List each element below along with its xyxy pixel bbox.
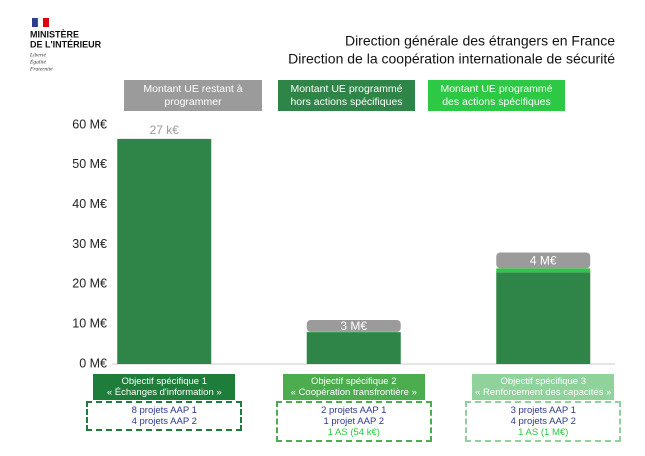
- category-subtitle: « Échanges d'information »: [106, 387, 222, 398]
- ministry: MINISTÈRE: [30, 29, 79, 39]
- ministry: DE L'INTÉRIEUR: [30, 39, 102, 49]
- chart-title: Direction générale des étrangers en Fran…: [345, 33, 615, 49]
- motto: Égalité: [29, 57, 46, 65]
- value-label: 3 M€: [340, 319, 367, 333]
- category-label: Objectif spécifique 3: [500, 376, 587, 387]
- flag-blue: [32, 18, 38, 27]
- as-note: 1 AS (54 k€): [327, 427, 380, 438]
- y-tick-label: 40 M€: [72, 197, 107, 211]
- category-subtitle: « Renforcement des capacités »: [475, 387, 612, 398]
- project-count: 4 projets AAP 2: [131, 416, 197, 427]
- category-box: Objectif spécifique 2 « Coopération trans…: [282, 374, 425, 400]
- category-box: Objectif spécifique 1 « Échanges d'inform…: [93, 374, 236, 400]
- legend-entry: Montant UE programmé hors actions spécif…: [278, 80, 415, 111]
- motto: Liberté: [29, 52, 46, 58]
- bar-segment: [496, 268, 591, 273]
- value-label: 27 k€: [150, 123, 180, 137]
- category-subtitle: « Coopération transfrontière »: [290, 387, 417, 398]
- chart-subtitle: Direction de la coopération internationa…: [288, 51, 615, 67]
- y-tick-label: 60 M€: [72, 117, 107, 131]
- y-tick-label: 50 M€: [72, 157, 107, 171]
- category-label: Objectif spécifique 2: [310, 376, 397, 387]
- bar-segment: [496, 252, 591, 269]
- legend-entry: Montant UE restant à programmer: [124, 80, 262, 111]
- flag-red: [43, 18, 49, 27]
- motto: Fraternité: [29, 66, 53, 72]
- as-note: 1 AS (1 M€): [518, 427, 569, 438]
- y-tick-label: 0 M€: [79, 356, 107, 370]
- category-label: Objectif spécifique 1: [121, 376, 208, 387]
- category-box: Objectif spécifique 3 « Renforcement des …: [472, 374, 615, 400]
- project-count: 8 projets AAP 1: [131, 405, 197, 416]
- flag-white: [37, 17, 44, 28]
- project-count: 1 projet AAP 2: [323, 416, 385, 427]
- y-tick-label: 20 M€: [72, 277, 107, 291]
- bar-segment: [496, 272, 591, 364]
- y-tick-label: 30 M€: [72, 237, 107, 251]
- bar-segment: [117, 138, 212, 364]
- project-count: 4 projets AAP 2: [510, 416, 576, 427]
- bar-segment: [306, 332, 401, 364]
- legend-entry: Montant UE programmé des actions spécifi…: [428, 80, 565, 111]
- project-count: 3 projets AAP 1: [510, 405, 576, 416]
- y-tick-label: 10 M€: [72, 316, 107, 330]
- bar-segment: [306, 319, 401, 332]
- value-label: 4 M€: [530, 254, 557, 268]
- project-count: 2 projets AAP 1: [321, 405, 387, 416]
